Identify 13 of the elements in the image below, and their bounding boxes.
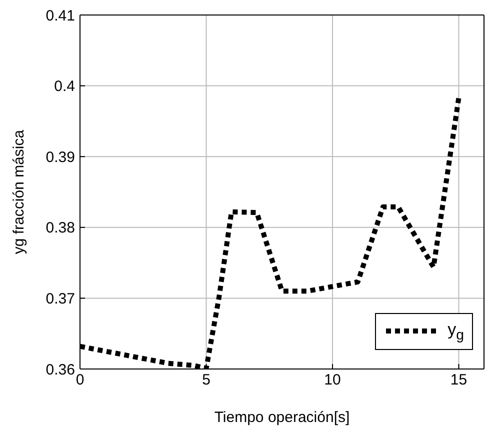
y-tick-label: 0.38 (46, 220, 75, 237)
y-tick-label: 0.37 (46, 290, 75, 308)
legend-label: y$_{g}$ (448, 320, 464, 343)
y-tick-label: 0.4 (54, 78, 75, 96)
y-tick-label: 0.41 (46, 7, 75, 24)
y-tick-label: 0.39 (46, 148, 75, 166)
x-tick-label: 15 (450, 372, 468, 389)
x-tick-label: 10 (324, 372, 341, 389)
x-tick-label: 0 (76, 372, 84, 389)
y-tick-label: 0.36 (46, 361, 75, 378)
x-tick-label: 5 (202, 372, 210, 389)
x-axis-title: Tiempo operación[s] (214, 409, 350, 426)
y-axis-title: yg fracción másica (10, 129, 28, 254)
